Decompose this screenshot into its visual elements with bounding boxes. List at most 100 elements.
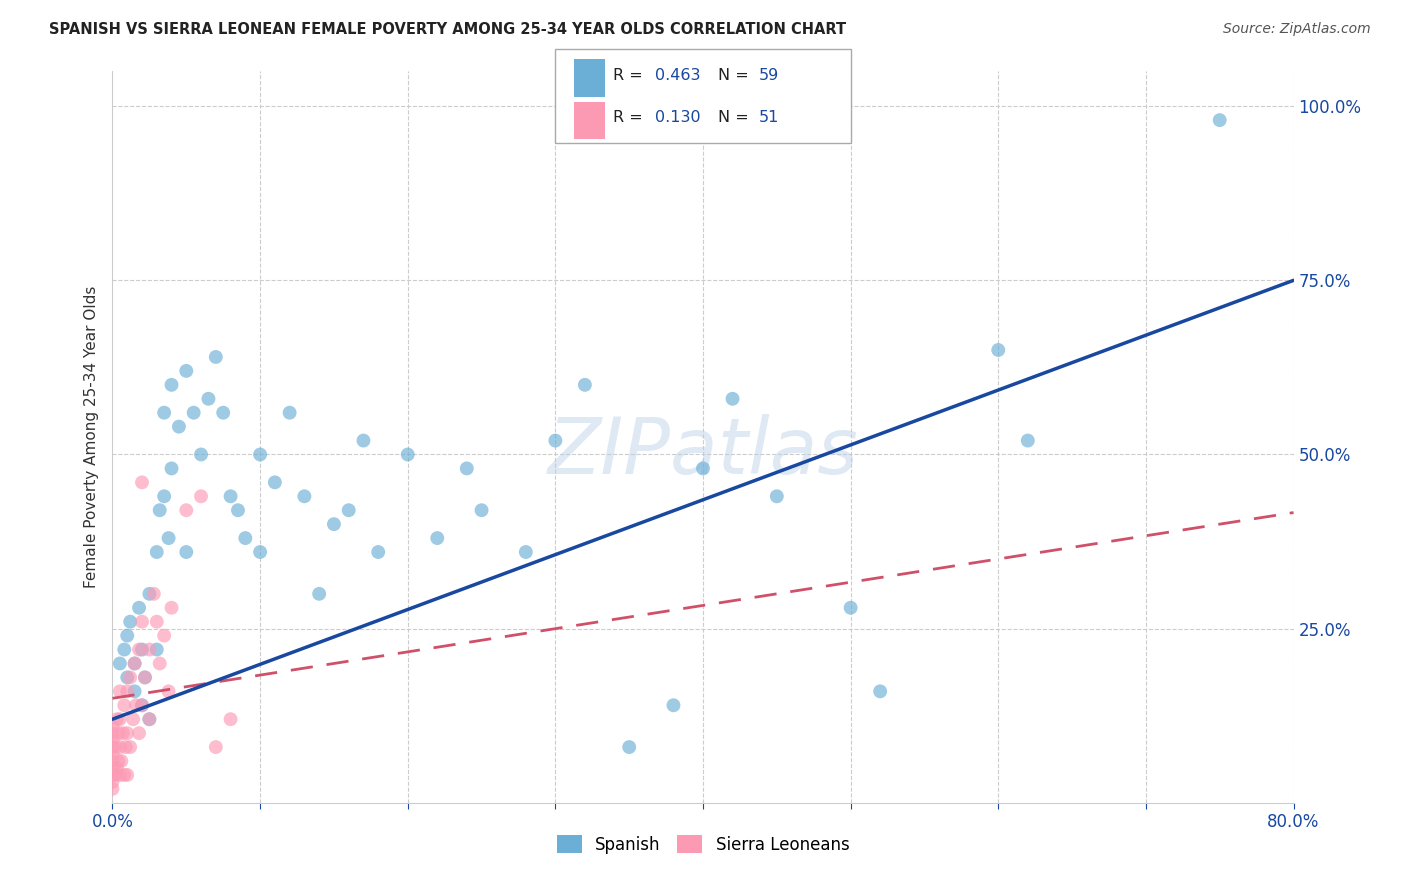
Point	[138, 642, 160, 657]
Point	[721, 392, 744, 406]
Point	[124, 657, 146, 671]
Point	[111, 726, 134, 740]
Point	[987, 343, 1010, 357]
Point	[131, 475, 153, 490]
Text: N =: N =	[718, 68, 755, 83]
Point	[108, 657, 131, 671]
Point	[544, 434, 567, 448]
Point	[662, 698, 685, 713]
Point	[107, 754, 129, 768]
Point	[124, 657, 146, 671]
Point	[153, 489, 176, 503]
Point	[574, 377, 596, 392]
Point	[292, 489, 315, 503]
Point	[101, 733, 124, 747]
Point	[426, 531, 449, 545]
Point	[157, 684, 180, 698]
Point	[117, 768, 138, 782]
Point	[114, 740, 136, 755]
Point	[110, 754, 132, 768]
Point	[120, 615, 142, 629]
Point	[101, 740, 124, 755]
Point	[120, 740, 142, 755]
Point	[149, 503, 172, 517]
Text: 59: 59	[759, 68, 779, 83]
Point	[112, 768, 135, 782]
Point	[108, 740, 131, 755]
Text: R =: R =	[613, 111, 648, 125]
Point	[160, 461, 183, 475]
Point	[205, 350, 228, 364]
Point	[138, 712, 160, 726]
Point	[249, 448, 271, 462]
Point	[619, 740, 641, 755]
Point	[692, 461, 714, 475]
Point	[157, 531, 180, 545]
Text: Source: ZipAtlas.com: Source: ZipAtlas.com	[1223, 22, 1371, 37]
Point	[212, 406, 235, 420]
Text: 51: 51	[759, 111, 779, 125]
Text: ZIPatlas: ZIPatlas	[547, 414, 859, 490]
Point	[124, 684, 146, 698]
Point	[117, 670, 138, 684]
Point	[470, 503, 494, 517]
Point	[134, 670, 156, 684]
Point	[396, 448, 419, 462]
Point	[337, 503, 360, 517]
Point	[153, 629, 176, 643]
Y-axis label: Female Poverty Among 25-34 Year Olds: Female Poverty Among 25-34 Year Olds	[83, 286, 98, 588]
Point	[101, 768, 124, 782]
Point	[160, 377, 183, 392]
Text: R =: R =	[613, 68, 648, 83]
Point	[131, 615, 153, 629]
Point	[117, 726, 138, 740]
Point	[117, 684, 138, 698]
Point	[160, 600, 183, 615]
Point	[308, 587, 330, 601]
Point	[167, 419, 190, 434]
Point	[146, 642, 169, 657]
Point	[153, 406, 176, 420]
Point	[183, 406, 205, 420]
Point	[107, 726, 129, 740]
Point	[278, 406, 301, 420]
Point	[108, 712, 131, 726]
Point	[456, 461, 478, 475]
Text: 0.463: 0.463	[655, 68, 700, 83]
Point	[125, 698, 148, 713]
Point	[233, 531, 256, 545]
Point	[264, 475, 287, 490]
Point	[142, 587, 165, 601]
Legend: Spanish, Sierra Leoneans: Spanish, Sierra Leoneans	[550, 829, 856, 860]
Point	[101, 781, 124, 796]
Point	[515, 545, 537, 559]
Point	[108, 768, 131, 782]
Point	[117, 629, 138, 643]
Point	[101, 761, 124, 775]
Point	[249, 545, 271, 559]
Point	[869, 684, 891, 698]
Point	[766, 489, 789, 503]
Point	[122, 712, 145, 726]
Point	[146, 615, 169, 629]
Point	[1208, 113, 1232, 128]
Point	[219, 489, 242, 503]
Point	[205, 740, 228, 755]
Point	[352, 434, 374, 448]
Point	[104, 768, 127, 782]
Point	[146, 545, 169, 559]
Point	[112, 698, 135, 713]
Text: SPANISH VS SIERRA LEONEAN FEMALE POVERTY AMONG 25-34 YEAR OLDS CORRELATION CHART: SPANISH VS SIERRA LEONEAN FEMALE POVERTY…	[49, 22, 846, 37]
Point	[138, 587, 160, 601]
Point	[131, 698, 153, 713]
Text: N =: N =	[718, 111, 755, 125]
Point	[112, 642, 135, 657]
Point	[190, 448, 212, 462]
Point	[174, 545, 197, 559]
Point	[131, 642, 153, 657]
Point	[138, 712, 160, 726]
Point	[108, 684, 131, 698]
Point	[105, 761, 128, 775]
Point	[101, 719, 124, 733]
Point	[149, 657, 172, 671]
